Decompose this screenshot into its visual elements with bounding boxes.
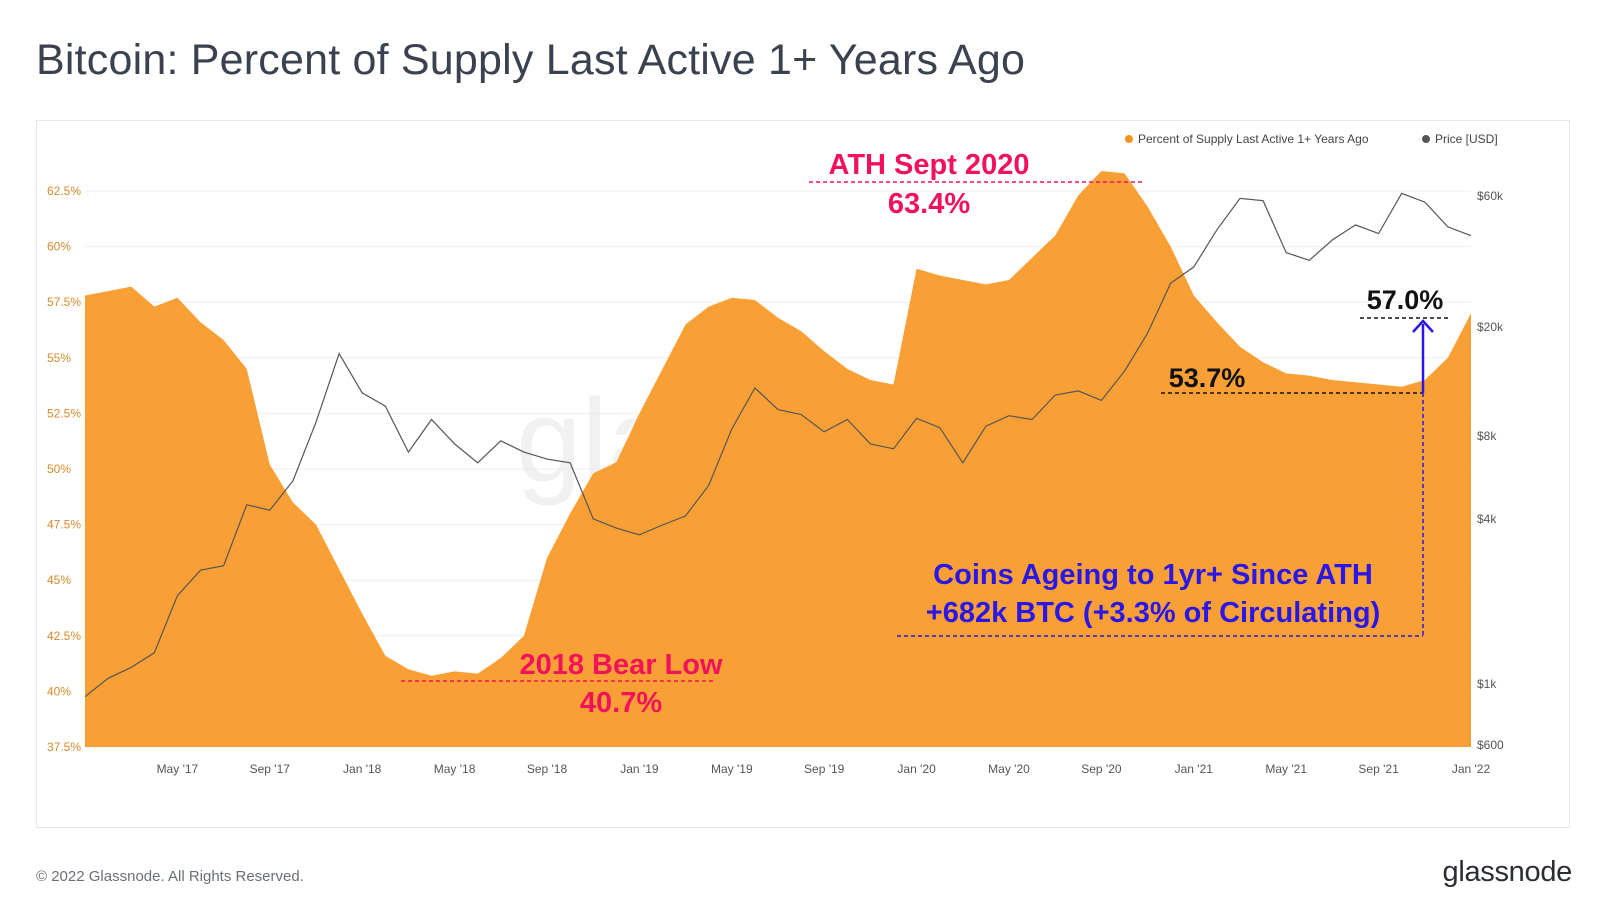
x-tick-label: Jan '18 — [343, 762, 382, 776]
chart-frame: 37.5% 40% 42.5% 45% 47.5% 50% 52.5% 55% 57.5% 60%… — [36, 120, 1570, 828]
legend-marker-price — [1422, 135, 1430, 143]
x-tick-label: May '21 — [1265, 762, 1307, 776]
annotation-ageing-subtitle: +682k BTC (+3.3% of Circulating) — [926, 597, 1380, 629]
x-tick-label: Jan '19 — [620, 762, 659, 776]
annotation-arrow-head — [1412, 319, 1434, 333]
y-left-tick-label: 37.5% — [47, 740, 81, 754]
y-left-tick-label: 60% — [47, 240, 71, 254]
y-left-tick-label: 62.5% — [47, 184, 81, 198]
y-left-tick-label: 52.5% — [47, 406, 81, 420]
y-left-tick-label: 55% — [47, 351, 71, 365]
x-tick-label: Sep '18 — [527, 762, 568, 776]
chart: 37.5% 40% 42.5% 45% 47.5% 50% 52.5% 55% 57.5% 60%… — [47, 132, 1504, 776]
y-right-tick-label: $600 — [1477, 738, 1504, 752]
y-right-tick-label: $20k — [1477, 320, 1504, 334]
x-tick-label: May '19 — [711, 762, 753, 776]
x-tick-label: Sep '17 — [250, 762, 291, 776]
x-tick-label: May '18 — [434, 762, 476, 776]
annotation-now-value: 57.0% — [1367, 285, 1444, 315]
y-left-tick-label: 47.5% — [47, 518, 81, 532]
x-tick-label: May '20 — [988, 762, 1030, 776]
annotation-ath-value: 63.4% — [888, 188, 970, 220]
x-tick-label: Sep '20 — [1081, 762, 1122, 776]
x-tick-label: Sep '19 — [804, 762, 845, 776]
x-tick-label: May '17 — [157, 762, 199, 776]
annotation-bear-title: 2018 Bear Low — [519, 649, 723, 681]
annotation-ageing-title: Coins Ageing to 1yr+ Since ATH — [933, 559, 1373, 591]
y-left-tick-label: 42.5% — [47, 629, 81, 643]
y-right-tick-label: $4k — [1477, 512, 1497, 526]
annotation-trough-value: 53.7% — [1169, 363, 1246, 393]
y-right-tick-label: $60k — [1477, 189, 1504, 203]
legend-label-supply: Percent of Supply Last Active 1+ Years A… — [1138, 132, 1369, 146]
y-right-tick-label: $1k — [1477, 677, 1497, 691]
annotation-bear-value: 40.7% — [580, 687, 662, 719]
y-left-tick-label: 57.5% — [47, 295, 81, 309]
x-tick-label: Sep '21 — [1358, 762, 1399, 776]
y-right-tick-label: $8k — [1477, 429, 1497, 443]
y-left-tick-label: 40% — [47, 684, 71, 698]
page-title: Bitcoin: Percent of Supply Last Active 1… — [36, 36, 1026, 84]
glassnode-logo: glassnode — [1442, 856, 1572, 888]
copyright-text: © 2022 Glassnode. All Rights Reserved. — [36, 868, 304, 885]
legend-label-price: Price [USD] — [1435, 132, 1498, 146]
legend-marker-supply — [1125, 135, 1133, 143]
price-line — [84, 192, 1472, 698]
x-tick-label: Jan '20 — [897, 762, 936, 776]
y-left-tick-label: 45% — [47, 573, 71, 587]
x-tick-label: Jan '21 — [1175, 762, 1214, 776]
y-left-tick-label: 50% — [47, 462, 71, 476]
x-tick-label: Jan '22 — [1452, 762, 1491, 776]
supply-area — [85, 171, 1471, 747]
annotation-ath-title: ATH Sept 2020 — [829, 149, 1030, 181]
